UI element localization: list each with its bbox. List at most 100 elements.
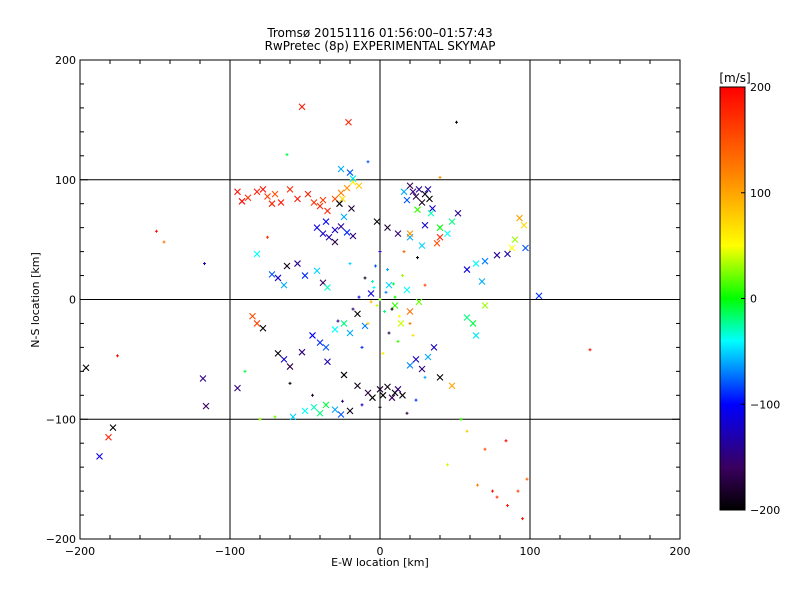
x-marker-point xyxy=(426,195,433,203)
x-marker-point xyxy=(448,382,456,390)
x-marker-point xyxy=(424,185,432,193)
x-marker-point xyxy=(346,329,354,337)
plus-marker-point xyxy=(311,393,314,397)
x-marker-point xyxy=(336,200,343,208)
plus-marker-point xyxy=(360,345,364,349)
plus-marker-point xyxy=(369,300,373,304)
plus-marker-point xyxy=(386,268,389,272)
plus-marker-point xyxy=(378,298,382,301)
x-marker-point xyxy=(199,375,207,382)
plus-marker-point xyxy=(423,375,427,379)
x-marker-point xyxy=(238,197,246,205)
x-marker-point xyxy=(253,320,261,327)
x-marker-point xyxy=(331,406,339,414)
x-marker-point xyxy=(454,209,462,217)
plus-marker-point xyxy=(348,262,352,266)
x-marker-point xyxy=(316,409,324,417)
x-marker-point xyxy=(354,382,361,390)
plus-marker-point xyxy=(495,495,499,499)
plus-marker-point xyxy=(116,354,119,358)
x-marker-point xyxy=(414,206,421,214)
x-marker-point xyxy=(349,232,357,240)
colorbar-tick-labels: 200 100 0 −100 −200 xyxy=(741,81,780,517)
x-marker-point xyxy=(337,411,345,418)
plus-marker-point xyxy=(383,309,386,313)
x-marker-point xyxy=(522,244,529,252)
plus-marker-point xyxy=(465,429,469,433)
x-marker-point xyxy=(385,281,393,289)
plus-marker-point xyxy=(360,403,364,407)
x-marker-point xyxy=(274,274,282,282)
chart-subtitle: RwPretec (8p) EXPERIMENTAL SKYMAP xyxy=(265,39,496,53)
x-marker-point xyxy=(324,284,331,291)
x-marker-point xyxy=(310,199,318,206)
plus-marker-point xyxy=(416,256,419,260)
plus-marker-point xyxy=(455,120,458,124)
x-marker-point xyxy=(313,224,321,232)
x-tick-label: 100 xyxy=(520,545,541,558)
x-marker-point xyxy=(478,278,486,285)
x-marker-point xyxy=(346,169,354,176)
x-marker-point xyxy=(304,190,312,198)
x-marker-point xyxy=(418,199,426,206)
x-marker-point xyxy=(274,349,282,357)
plus-marker-point xyxy=(476,483,479,487)
x-marker-point xyxy=(354,310,361,318)
colorbar: [m/s] 200 100 0 −100 −200 xyxy=(719,71,780,517)
x-marker-point xyxy=(309,332,316,339)
plot-area: −200 −100 0 100 200 −200 −100 0 100 200 xyxy=(46,54,691,558)
x-marker-point xyxy=(331,238,339,246)
colorbar-tick-label: −200 xyxy=(750,504,780,517)
x-marker-point xyxy=(316,202,324,210)
x-marker-point xyxy=(511,236,519,244)
y-tick-label: 200 xyxy=(55,54,76,67)
plus-marker-point xyxy=(351,307,355,311)
x-marker-point xyxy=(394,385,402,393)
x-marker-point xyxy=(433,239,441,247)
plus-marker-point xyxy=(375,303,379,307)
x-marker-point xyxy=(298,348,306,356)
plus-marker-point xyxy=(483,447,487,451)
plus-marker-point xyxy=(506,503,509,507)
x-tick-label: 200 xyxy=(670,545,691,558)
x-marker-point xyxy=(388,394,396,402)
x-tick-label: −100 xyxy=(215,545,245,558)
plus-marker-point xyxy=(384,290,388,294)
x-marker-point xyxy=(345,118,352,126)
x-marker-point xyxy=(355,182,363,190)
x-marker-point xyxy=(313,267,321,275)
x-marker-point xyxy=(316,339,324,346)
y-tick-label: −200 xyxy=(46,533,76,546)
axis-ticks xyxy=(79,59,681,540)
x-marker-point xyxy=(268,270,276,278)
y-tick-label: 100 xyxy=(55,174,76,187)
colorbar-tick-label: 100 xyxy=(750,187,771,200)
x-marker-point xyxy=(349,175,357,182)
x-marker-point xyxy=(369,394,376,402)
x-marker-point xyxy=(384,224,391,232)
x-marker-point xyxy=(286,363,294,370)
x-marker-point xyxy=(463,266,471,273)
plus-marker-point xyxy=(203,262,206,266)
x-marker-point xyxy=(339,195,346,203)
x-marker-point xyxy=(504,250,511,258)
x-marker-point xyxy=(310,403,318,411)
x-marker-point xyxy=(472,332,480,339)
x-marker-point xyxy=(331,226,339,234)
x-marker-point xyxy=(280,281,288,289)
plus-marker-point xyxy=(363,276,367,280)
plus-marker-point xyxy=(387,331,391,335)
x-marker-point xyxy=(259,185,267,193)
x-marker-point xyxy=(331,326,339,333)
x-marker-point xyxy=(319,230,327,238)
x-tick-label: −200 xyxy=(65,545,95,558)
x-marker-point xyxy=(324,358,331,366)
plus-marker-point xyxy=(266,235,269,239)
x-marker-point xyxy=(346,407,354,415)
x-marker-point xyxy=(340,320,348,327)
x-marker-point xyxy=(508,244,516,252)
x-marker-point xyxy=(412,355,420,363)
plus-marker-point xyxy=(366,160,370,164)
x-marker-point xyxy=(294,195,301,203)
